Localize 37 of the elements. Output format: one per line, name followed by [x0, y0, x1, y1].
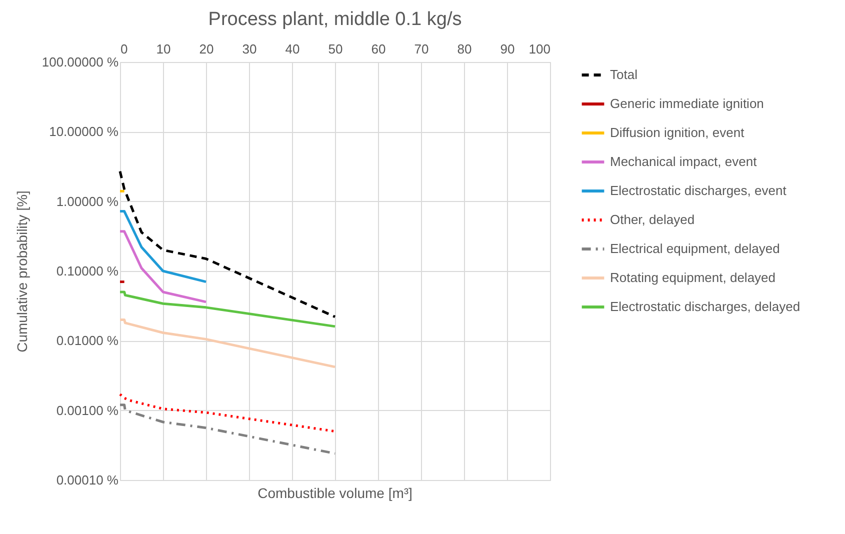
- x-tick-label: 40: [285, 42, 300, 56]
- line-series: [118, 318, 336, 368]
- x-tick-label: 70: [414, 42, 429, 56]
- legend-label: Rotating equipment, delayed: [610, 270, 776, 285]
- y-tick-label: 0.00100 %: [56, 402, 119, 418]
- x-tick-label: 60: [371, 42, 386, 56]
- y-tick-label: 1.00000 %: [56, 194, 119, 209]
- x-tick-label: 20: [199, 42, 214, 56]
- legend-label: Total: [610, 67, 638, 82]
- line-series: [118, 210, 208, 284]
- y-tick-label: 0.01000 %: [56, 333, 119, 348]
- line-series: [118, 230, 208, 304]
- line-series: [118, 393, 336, 433]
- legend-label: Mechanical impact, event: [610, 154, 758, 169]
- legend-label: Electrical equipment, delayed: [610, 241, 780, 256]
- legend-label: Other, delayed: [610, 212, 695, 227]
- line-series: [118, 404, 336, 455]
- y-axis-title: Cumulative probability [%]: [14, 190, 30, 352]
- x-tick-label: 10: [156, 42, 171, 56]
- legend-label: Electrostatic discharges, delayed: [610, 299, 800, 314]
- x-tick-label: 30: [242, 42, 257, 56]
- legend-label: Electrostatic discharges, event: [610, 183, 787, 198]
- line-series: [118, 290, 336, 328]
- legend-label: Diffusion ignition, event: [610, 125, 745, 140]
- x-axis-title: Combustible volume [m³]: [258, 485, 412, 501]
- y-tick-label: 0.00010 %: [56, 472, 119, 488]
- x-tick-label: 0: [120, 42, 128, 56]
- x-tick-label: 100: [528, 42, 550, 56]
- y-tick-label: 0.10000 %: [56, 264, 119, 278]
- x-tick-label: 80: [457, 42, 472, 56]
- chart-title: Process plant, middle 0.1 kg/s: [208, 9, 462, 30]
- y-tick-label: 10.00000 %: [49, 124, 119, 140]
- legend-label: Generic immediate ignition: [610, 96, 764, 111]
- x-tick-label: 50: [328, 42, 343, 56]
- x-tick-label: 90: [500, 42, 515, 56]
- y-tick-label: 100.00000 %: [42, 54, 119, 70]
- line-series: [118, 170, 336, 318]
